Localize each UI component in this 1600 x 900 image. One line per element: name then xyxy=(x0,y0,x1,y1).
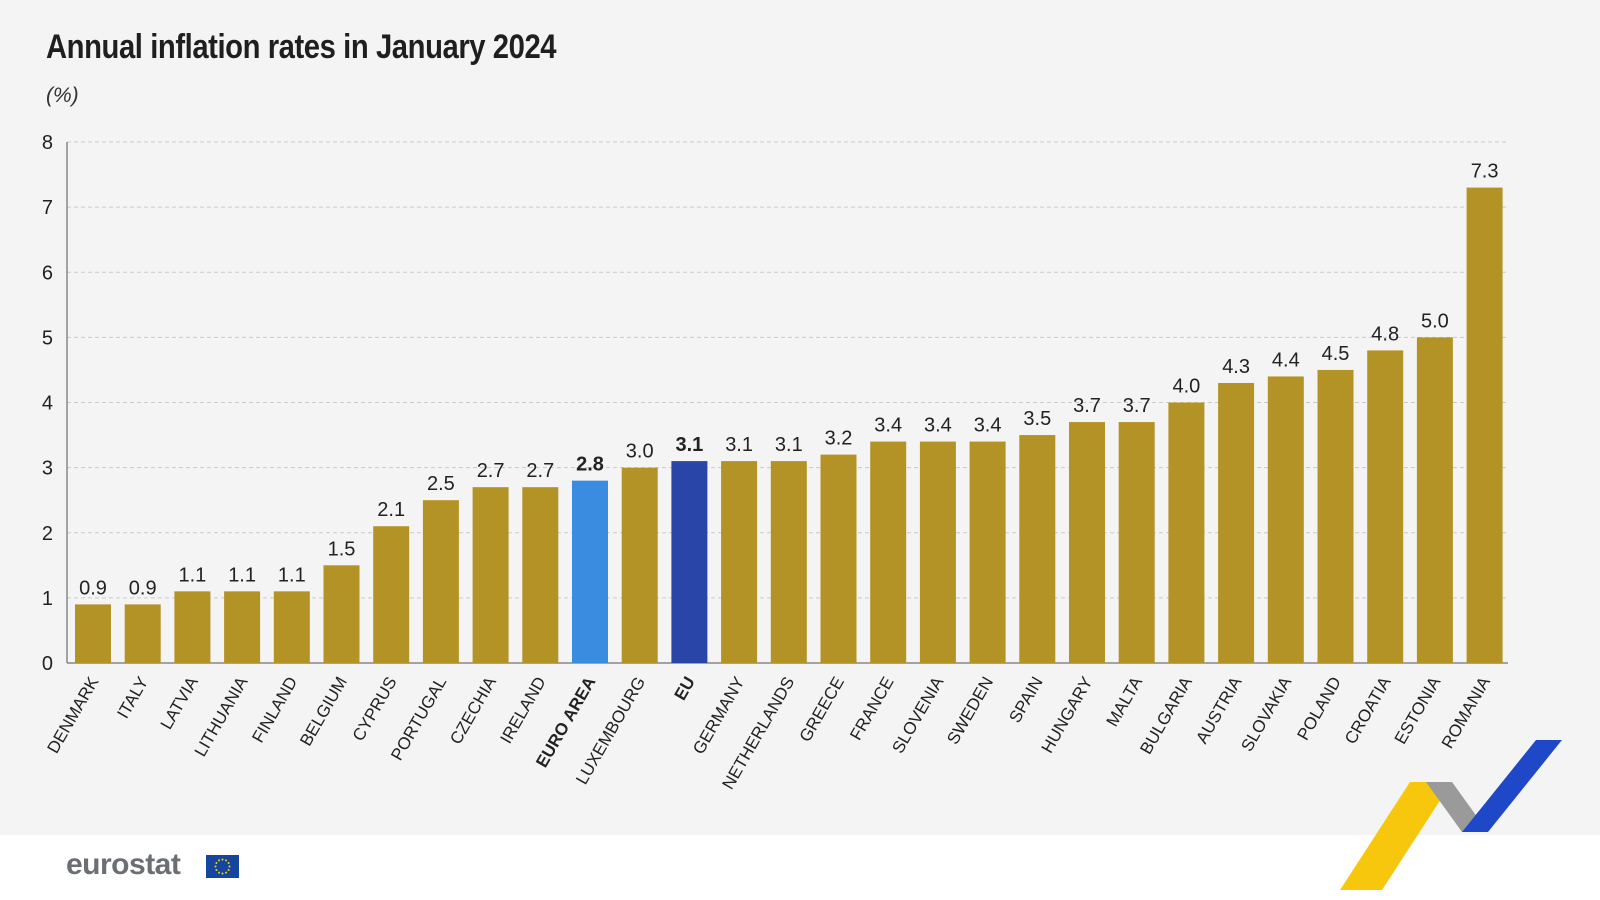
bar-finland xyxy=(273,591,310,663)
x-tick-label-belgium: BELGIUM xyxy=(296,674,351,750)
bar-france xyxy=(870,441,907,663)
value-label-croatia: 4.8 xyxy=(1371,323,1399,345)
value-label-estonia: 5.0 xyxy=(1421,310,1449,332)
value-label-czechia: 2.7 xyxy=(477,460,505,482)
bar-euro-area xyxy=(572,480,608,663)
value-label-denmark: 0.9 xyxy=(79,577,107,599)
bar-bulgaria xyxy=(1168,402,1205,663)
value-label-lithuania: 1.1 xyxy=(228,564,256,586)
value-label-hungary: 3.7 xyxy=(1073,395,1101,417)
blue-stripe xyxy=(1462,740,1562,832)
value-label-finland: 1.1 xyxy=(278,564,306,586)
bar-chart: 0123456780.9DENMARK0.9ITALY1.1LATVIA1.1L… xyxy=(42,132,1508,793)
bar-croatia xyxy=(1367,350,1404,663)
x-tick-label-latvia: LATVIA xyxy=(157,673,202,733)
value-label-greece: 3.2 xyxy=(825,428,853,450)
value-label-luxembourg: 3.0 xyxy=(626,441,654,463)
x-tick-label-czechia: CZECHIA xyxy=(446,673,500,748)
x-tick-label-slovakia: SLOVAKIA xyxy=(1237,673,1295,755)
x-tick-label-greece: GREECE xyxy=(796,674,848,746)
value-label-portugal: 2.5 xyxy=(427,473,455,495)
bar-spain xyxy=(1019,435,1056,663)
bar-latvia xyxy=(174,591,211,663)
bar-slovenia xyxy=(919,441,956,663)
value-label-romania: 7.3 xyxy=(1471,161,1499,183)
eu-flag-icon xyxy=(206,855,239,878)
value-label-germany: 3.1 xyxy=(725,434,753,456)
chart-title: Annual inflation rates in January 2024 xyxy=(46,28,557,66)
x-tick-label-italy: ITALY xyxy=(113,674,152,722)
eurostat-logo: eurostat xyxy=(66,848,181,881)
x-tick-label-croatia: CROATIA xyxy=(1341,673,1395,747)
value-label-sweden: 3.4 xyxy=(974,415,1002,437)
x-tick-label-malta: MALTA xyxy=(1103,673,1147,730)
bar-greece xyxy=(820,454,857,663)
value-label-slovakia: 4.4 xyxy=(1272,349,1300,371)
value-label-poland: 4.5 xyxy=(1322,343,1350,365)
value-label-cyprus: 2.1 xyxy=(377,499,405,521)
y-tick-label: 0 xyxy=(42,653,53,675)
x-tick-label-estonia: ESTONIA xyxy=(1391,673,1445,747)
yellow-stripe xyxy=(1340,782,1452,890)
x-tick-label-ireland: IRELAND xyxy=(496,674,549,747)
x-tick-label-finland: FINLAND xyxy=(248,674,301,746)
x-tick-label-poland: POLAND xyxy=(1294,674,1345,744)
x-tick-label-sweden: SWEDEN xyxy=(943,674,997,748)
y-tick-label: 1 xyxy=(42,588,53,610)
x-tick-label-hungary: HUNGARY xyxy=(1038,674,1097,757)
value-label-bulgaria: 4.0 xyxy=(1172,376,1200,398)
value-label-belgium: 1.5 xyxy=(328,538,356,560)
bar-estonia xyxy=(1416,337,1453,663)
footer xyxy=(0,835,1600,900)
decorative-chevrons xyxy=(1340,740,1562,890)
value-label-spain: 3.5 xyxy=(1023,408,1051,430)
bar-hungary xyxy=(1069,422,1105,663)
bar-czechia xyxy=(472,487,509,663)
value-label-ireland: 2.7 xyxy=(526,460,554,482)
x-tick-label-france: FRANCE xyxy=(846,674,897,744)
y-tick-label: 6 xyxy=(42,262,53,284)
value-label-eu: 3.1 xyxy=(675,434,703,456)
bar-sweden xyxy=(969,441,1006,663)
bar-portugal xyxy=(422,500,459,663)
x-tick-label-bulgaria: BULGARIA xyxy=(1136,673,1196,758)
y-tick-label: 2 xyxy=(42,523,53,545)
value-label-austria: 4.3 xyxy=(1222,356,1250,378)
y-tick-label: 5 xyxy=(42,327,53,349)
x-tick-label-denmark: DENMARK xyxy=(44,673,103,757)
bar-austria xyxy=(1218,382,1255,663)
y-tick-label: 4 xyxy=(42,393,53,415)
x-tick-label-eu: EU xyxy=(671,674,699,704)
bar-poland xyxy=(1317,369,1354,663)
y-tick-label: 8 xyxy=(42,132,53,154)
x-tick-label-spain: SPAIN xyxy=(1005,674,1046,727)
value-label-netherlands: 3.1 xyxy=(775,434,803,456)
bar-italy xyxy=(124,604,161,663)
bar-malta xyxy=(1118,422,1155,663)
value-label-france: 3.4 xyxy=(874,415,902,437)
y-tick-label: 7 xyxy=(42,197,53,219)
value-label-euro-area: 2.8 xyxy=(576,454,604,476)
bar-germany xyxy=(721,461,758,663)
bar-ireland xyxy=(522,487,559,663)
x-tick-label-cyprus: CYPRUS xyxy=(349,674,401,745)
bar-eu xyxy=(671,461,708,663)
bar-slovakia xyxy=(1267,376,1304,663)
bar-luxembourg xyxy=(621,467,658,663)
x-tick-label-slovenia: SLOVENIA xyxy=(888,673,947,757)
bar-belgium xyxy=(323,565,360,663)
value-label-malta: 3.7 xyxy=(1123,395,1151,417)
bar-lithuania xyxy=(224,591,261,663)
bar-romania xyxy=(1466,187,1503,663)
bar-netherlands xyxy=(770,461,807,663)
bar-denmark xyxy=(75,604,111,663)
bar-cyprus xyxy=(373,526,410,663)
value-label-slovenia: 3.4 xyxy=(924,415,952,437)
unit-label: (%) xyxy=(46,84,79,107)
value-label-italy: 0.9 xyxy=(129,577,157,599)
value-label-latvia: 1.1 xyxy=(178,564,206,586)
y-tick-label: 3 xyxy=(42,458,53,480)
x-tick-label-austria: AUSTRIA xyxy=(1192,673,1246,747)
